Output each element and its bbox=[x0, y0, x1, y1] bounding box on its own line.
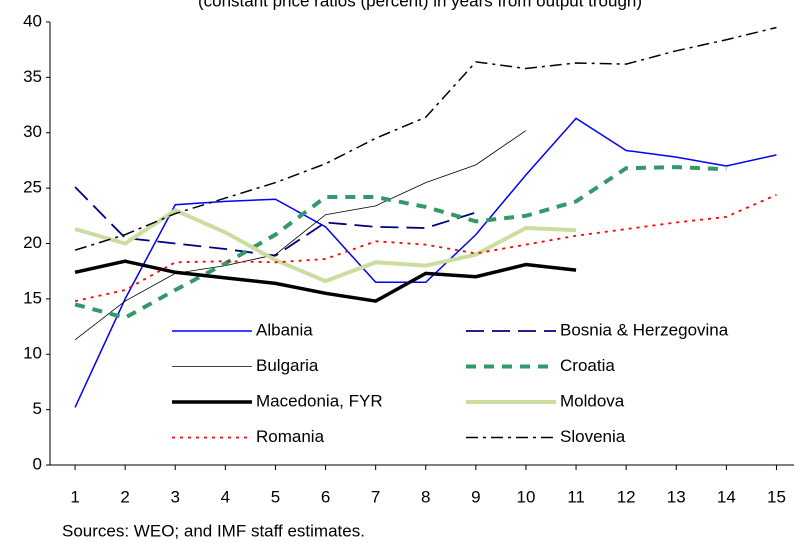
series-line bbox=[74, 130, 527, 341]
legend-label: Bosnia & Herzegovina bbox=[560, 320, 729, 339]
x-tick-label: 10 bbox=[516, 487, 535, 506]
series-line bbox=[74, 186, 477, 257]
y-tick-label: 5 bbox=[33, 399, 42, 418]
x-tick-label: 2 bbox=[120, 487, 129, 506]
x-tick-label: 11 bbox=[567, 487, 585, 506]
x-tick-label: 13 bbox=[667, 487, 686, 506]
x-tick-label: 8 bbox=[421, 487, 430, 506]
series-line bbox=[74, 193, 777, 302]
series-line bbox=[74, 259, 577, 303]
legend-label: Macedonia, FYR bbox=[256, 391, 383, 410]
x-tick-label: 3 bbox=[171, 487, 180, 506]
x-tick-label: 15 bbox=[767, 487, 786, 506]
x-tick-label: 7 bbox=[371, 487, 380, 506]
y-tick-label: 40 bbox=[23, 11, 42, 30]
series-line bbox=[74, 117, 777, 408]
y-tick-label: 35 bbox=[23, 67, 42, 86]
series-line bbox=[74, 165, 727, 320]
x-tick-label: 6 bbox=[321, 487, 330, 506]
y-tick-label: 30 bbox=[23, 122, 42, 141]
x-tick-label: 4 bbox=[221, 487, 230, 506]
x-tick-label: 9 bbox=[471, 487, 480, 506]
y-tick-label: 0 bbox=[33, 454, 42, 473]
y-tick-label: 10 bbox=[23, 344, 42, 363]
legend-label: Slovenia bbox=[560, 427, 626, 446]
chart-subtitle: (constant price ratios (percent) in year… bbox=[198, 0, 642, 10]
legend-label: Moldova bbox=[560, 391, 625, 410]
x-tick-label: 12 bbox=[617, 487, 636, 506]
legend-label: Croatia bbox=[560, 356, 615, 375]
series-line bbox=[74, 26, 777, 251]
legend-label: Romania bbox=[256, 427, 325, 446]
y-tick-label: 15 bbox=[23, 288, 42, 307]
x-tick-label: 14 bbox=[717, 487, 736, 506]
legend-label: Albania bbox=[256, 320, 313, 339]
y-tick-label: 25 bbox=[23, 178, 42, 197]
source-note: Sources: WEO; and IMF staff estimates. bbox=[62, 521, 365, 540]
legend-label: Bulgaria bbox=[256, 356, 319, 375]
y-tick-label: 20 bbox=[23, 233, 42, 252]
x-tick-label: 5 bbox=[271, 487, 280, 506]
series-line bbox=[74, 208, 577, 284]
x-tick-label: 1 bbox=[70, 487, 79, 506]
